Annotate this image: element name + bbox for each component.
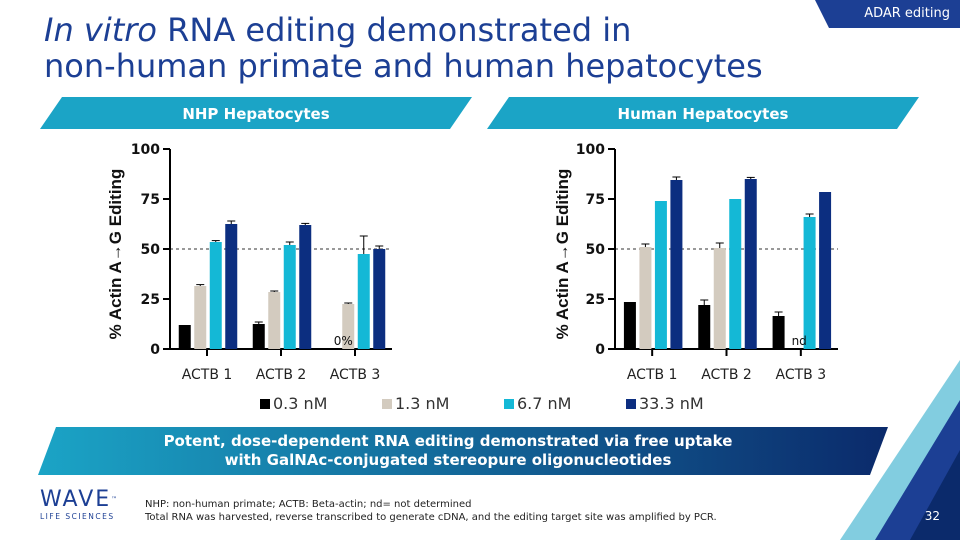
tag-shape bbox=[815, 0, 960, 28]
nhp-header-label: NHP Hepatocytes bbox=[182, 105, 330, 123]
chart0-bar-1-1 bbox=[268, 292, 281, 349]
nhp-header: NHP Hepatocytes bbox=[40, 97, 472, 129]
chart0-y-tick-label-1: 25 bbox=[141, 292, 160, 308]
chart0-bar-2-3 bbox=[373, 249, 386, 349]
legend-label-2: 6.7 nM bbox=[517, 394, 572, 413]
chart0-category-label-1: ACTB 2 bbox=[256, 367, 307, 383]
chart0-bar-0-2 bbox=[209, 242, 222, 349]
legend: 0.3 nM 1.3 nM 6.7 nM 33.3 nM bbox=[260, 394, 760, 416]
banner-line2: with GalNAc-conjugated stereopure oligon… bbox=[224, 451, 672, 469]
chart1-bar-2-2 bbox=[803, 217, 816, 349]
chart1-annotation-0: nd bbox=[792, 334, 807, 348]
slide-title: In vitro RNA editing demonstrated in non… bbox=[44, 12, 763, 84]
chart0-bar-1-3 bbox=[299, 225, 312, 349]
chart1-bar-2-0 bbox=[772, 316, 785, 349]
logo-main: WAVE bbox=[40, 487, 112, 512]
chart1-category-label-1: ACTB 2 bbox=[701, 367, 752, 383]
human-header-shape bbox=[487, 97, 919, 129]
legend-label-1: 1.3 nM bbox=[395, 394, 450, 413]
chart1-y-tick-label-0: 0 bbox=[595, 342, 605, 358]
legend-swatch-2 bbox=[504, 398, 514, 409]
chart1-y-axis-label: % Actin A→G Editing bbox=[553, 169, 572, 340]
title-line1: RNA editing demonstrated in bbox=[157, 11, 632, 49]
legend-label-3: 33.3 nM bbox=[639, 394, 704, 413]
chart1-category-label-2: ACTB 3 bbox=[776, 367, 827, 383]
chart0-y-axis-label: % Actin A→G Editing bbox=[106, 169, 125, 340]
chart0-y-tick-label-3: 75 bbox=[141, 192, 160, 208]
chart0-y-tick-label-2: 50 bbox=[141, 242, 161, 258]
chart0-bar-1-2 bbox=[283, 245, 296, 349]
banner-line1: Potent, dose-dependent RNA editing demon… bbox=[163, 432, 733, 450]
chart0-category-label-2: ACTB 3 bbox=[330, 367, 381, 383]
human-header-label: Human Hepatocytes bbox=[617, 105, 789, 123]
legend-item-1: 1.3 nM bbox=[382, 394, 449, 413]
chart0-bar-0-3 bbox=[225, 224, 238, 349]
legend-swatch-3 bbox=[626, 398, 636, 409]
nhp-header-shape bbox=[40, 97, 472, 129]
chart1-bar-0-2 bbox=[654, 201, 667, 349]
chart0-category-label-0: ACTB 1 bbox=[182, 367, 233, 383]
chart0-bar-1-0 bbox=[252, 324, 265, 349]
legend-swatch-1 bbox=[382, 398, 392, 409]
legend-swatch-0 bbox=[260, 398, 270, 409]
section-tag: ADAR editing bbox=[815, 0, 960, 28]
legend-item-0: 0.3 nM bbox=[260, 394, 327, 413]
chart0-bar-2-2 bbox=[357, 254, 370, 349]
legend-item-2: 6.7 nM bbox=[504, 394, 571, 413]
chart1-y-tick-label-4: 100 bbox=[576, 142, 605, 158]
chart1-bar-2-3 bbox=[819, 192, 832, 349]
footnote-line1: NHP: non-human primate; ACTB: Beta-actin… bbox=[145, 499, 472, 510]
chart0-bar-0-0 bbox=[178, 325, 191, 349]
logo-tm: ™ bbox=[111, 496, 120, 503]
chart0-bar-0-1 bbox=[194, 286, 207, 349]
title-italic: In vitro bbox=[44, 11, 157, 49]
company-logo: WAVE™ LIFE SCIENCES bbox=[40, 488, 120, 528]
logo-sub: LIFE SCIENCES bbox=[40, 512, 115, 521]
corner-decoration bbox=[840, 360, 960, 540]
banner-shape bbox=[38, 427, 888, 475]
chart1-y-tick-label-2: 50 bbox=[586, 242, 606, 258]
chart0-annotation-0: 0% bbox=[334, 334, 353, 348]
chart1-bar-0-3 bbox=[670, 180, 683, 349]
summary-banner: Potent, dose-dependent RNA editing demon… bbox=[38, 427, 888, 475]
chart1-bar-1-1 bbox=[713, 248, 726, 349]
tag-label: ADAR editing bbox=[864, 6, 950, 21]
footnote: NHP: non-human primate; ACTB: Beta-actin… bbox=[145, 498, 717, 524]
chart1-bar-0-0 bbox=[623, 302, 636, 349]
chart0-bar-2-1 bbox=[342, 304, 355, 349]
page-number: 32 bbox=[924, 509, 940, 523]
chart1-bar-1-0 bbox=[698, 305, 711, 349]
legend-label-0: 0.3 nM bbox=[273, 394, 328, 413]
chart0-y-tick-label-4: 100 bbox=[131, 142, 160, 158]
chart1-y-tick-label-1: 25 bbox=[586, 292, 605, 308]
title-line2: non-human primate and human hepatocytes bbox=[44, 47, 763, 85]
footnote-line2: Total RNA was harvested, reverse transcr… bbox=[145, 512, 717, 523]
legend-item-3: 33.3 nM bbox=[626, 394, 704, 413]
chart1-bar-0-1 bbox=[639, 247, 652, 349]
banner-text: Potent, dose-dependent RNA editing demon… bbox=[38, 432, 858, 470]
chart1-bar-1-3 bbox=[744, 179, 757, 349]
chart1-category-label-0: ACTB 1 bbox=[627, 367, 678, 383]
human-header: Human Hepatocytes bbox=[487, 97, 919, 129]
chart0-y-tick-label-0: 0 bbox=[150, 342, 160, 358]
chart1-bar-1-2 bbox=[729, 199, 742, 349]
chart1-y-tick-label-3: 75 bbox=[586, 192, 605, 208]
